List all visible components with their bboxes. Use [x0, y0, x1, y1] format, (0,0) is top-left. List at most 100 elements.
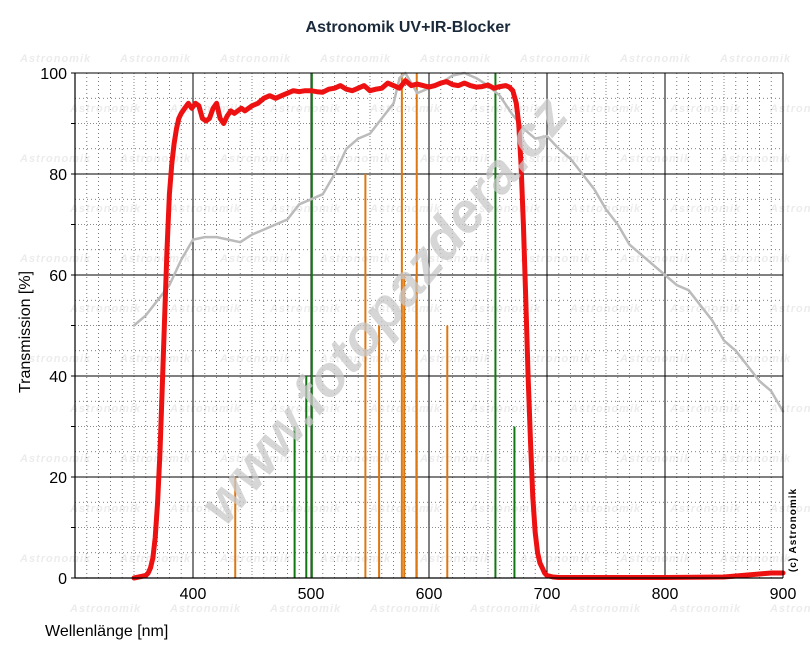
background-mark: Astronomik	[469, 403, 541, 415]
background-mark: Astronomik	[319, 453, 391, 465]
background-mark: Astronomik	[219, 253, 291, 265]
background-mark: Astronomik	[119, 453, 191, 465]
background-mark: Astronomik	[19, 453, 91, 465]
background-mark: Astronomik	[319, 253, 391, 265]
background-mark: Astronomik	[19, 353, 91, 365]
background-mark: Astronomik	[269, 103, 341, 115]
background-mark: Astronomik	[519, 253, 591, 265]
background-mark: Astronomik	[469, 303, 541, 315]
axes	[71, 72, 784, 579]
background-mark: Astronomik	[269, 203, 341, 215]
background-mark: Astronomik	[469, 103, 541, 115]
background-mark: Astronomik	[469, 603, 541, 615]
background-mark: Astronomik	[619, 53, 691, 65]
background-mark: Astronomik	[769, 603, 810, 615]
x-axis-label: Wellenlänge [nm]	[45, 623, 168, 640]
background-mark: Astronomik	[519, 553, 591, 565]
background-mark: Astronomik	[569, 603, 641, 615]
background-mark: Astronomik	[319, 353, 391, 365]
background-mark: Astronomik	[569, 303, 641, 315]
x-tick-label: 700	[534, 586, 561, 603]
background-mark: Astronomik	[419, 253, 491, 265]
background-mark: Astronomik	[219, 153, 291, 165]
y-tick-label: 80	[49, 167, 67, 184]
background-mark: Astronomik	[69, 503, 141, 515]
background-mark: Astronomik	[419, 353, 491, 365]
background-mark: Astronomik	[169, 603, 241, 615]
background-mark: Astronomik	[319, 53, 391, 65]
background-mark: Astronomik	[619, 153, 691, 165]
background-watermark-pattern: Astronomik Astronomik Astronomik Astronomik…	[19, 53, 810, 615]
background-mark: Astronomik	[319, 153, 391, 165]
background-mark: Astronomik	[369, 203, 441, 215]
background-mark: Astronomik	[219, 453, 291, 465]
background-mark: Astronomik	[419, 153, 491, 165]
background-mark: Astronomik	[619, 353, 691, 365]
background-mark: Astronomik	[269, 603, 341, 615]
background-mark: Astronomik	[619, 453, 691, 465]
copyright-text: (c) Astronomik	[788, 488, 799, 572]
major-grid	[75, 73, 783, 578]
background-mark: Astronomik	[719, 153, 791, 165]
x-tick-label: 800	[652, 586, 679, 603]
background-mark: Astronomik	[419, 53, 491, 65]
background-mark: Astronomik	[69, 603, 141, 615]
background-mark: Astronomik	[619, 553, 691, 565]
transmission-curve	[131, 78, 786, 581]
background-mark: Astronomik	[119, 353, 191, 365]
background-mark: Astronomik	[719, 253, 791, 265]
chart-title: Astronomik UV+IR-Blocker	[306, 19, 511, 36]
background-mark: Astronomik	[219, 353, 291, 365]
series-layer	[131, 71, 786, 581]
y-tick-label: 100	[40, 66, 67, 83]
background-mark: Astronomik	[419, 453, 491, 465]
background-mark: Astronomik	[119, 53, 191, 65]
background-mark: Astronomik	[69, 303, 141, 315]
y-tick-label: 40	[49, 369, 67, 386]
background-mark: Astronomik	[69, 103, 141, 115]
background-mark: Astronomik	[719, 53, 791, 65]
background-mark: Astronomik	[669, 203, 741, 215]
background-mark: Astronomik	[219, 553, 291, 565]
background-mark: Astronomik	[669, 103, 741, 115]
background-mark: Astronomik	[769, 103, 810, 115]
spectral-lines	[234, 73, 516, 578]
background-mark: Astronomik	[469, 503, 541, 515]
y-tick-label: 20	[49, 470, 67, 487]
background-mark: Astronomik	[719, 353, 791, 365]
background-mark: Astronomik	[19, 153, 91, 165]
background-mark: Astronomik	[719, 453, 791, 465]
background-mark: Astronomik	[719, 553, 791, 565]
y-tick-label: 0	[58, 571, 67, 588]
background-mark: Astronomik	[519, 453, 591, 465]
background-mark: Astronomik	[369, 603, 441, 615]
background-mark: Astronomik	[669, 603, 741, 615]
background-mark: Astronomik	[269, 303, 341, 315]
tick-labels: 400 500 600 700 800 900 0 20 40 60 80 100	[40, 66, 796, 603]
background-mark: Astronomik	[269, 503, 341, 515]
background-mark: Astronomik	[569, 503, 641, 515]
background-mark: Astronomik	[19, 53, 91, 65]
background-mark: Astronomik	[269, 403, 341, 415]
background-mark: Astronomik	[69, 203, 141, 215]
background-mark: Astronomik	[569, 403, 641, 415]
background-mark: Astronomik	[419, 553, 491, 565]
y-axis-label: Transmission [%]	[17, 271, 34, 393]
x-tick-label: 400	[180, 586, 207, 603]
background-mark: Astronomik	[69, 403, 141, 415]
background-mark: Astronomik	[569, 103, 641, 115]
background-mark: Astronomik	[769, 203, 810, 215]
background-mark: Astronomik	[669, 403, 741, 415]
y-tick-label: 60	[49, 268, 67, 285]
background-mark: Astronomik	[19, 253, 91, 265]
background-mark: Astronomik	[19, 553, 91, 565]
x-tick-label: 500	[298, 586, 325, 603]
background-mark: Astronomik	[519, 53, 591, 65]
background-mark: Astronomik	[319, 553, 391, 565]
background-mark: Astronomik	[219, 53, 291, 65]
x-tick-label: 900	[770, 586, 797, 603]
background-mark: Astronomik	[119, 253, 191, 265]
background-mark: Astronomik	[669, 503, 741, 515]
background-mark: Astronomik	[769, 403, 810, 415]
